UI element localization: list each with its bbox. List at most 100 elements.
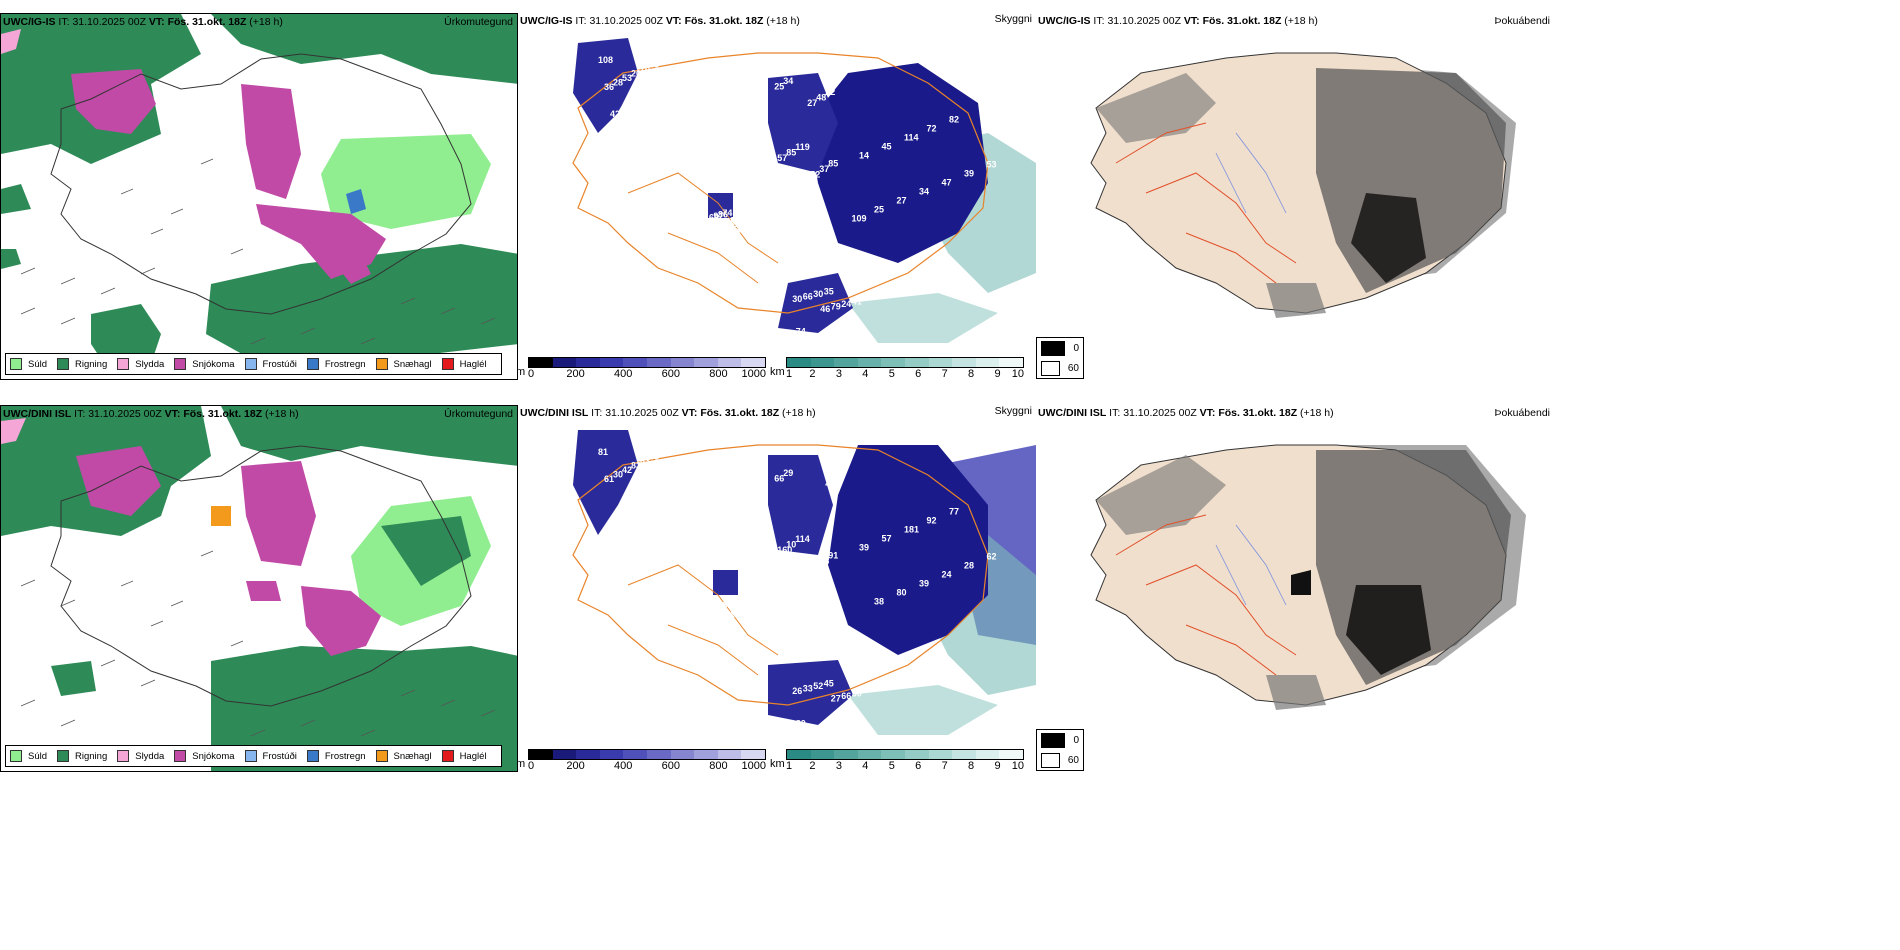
colorbar-tick: 3 xyxy=(835,760,842,772)
cloud-base-label: 31 xyxy=(792,181,802,191)
panel-title-precip-bottom: Úrkomutegund xyxy=(444,408,513,420)
cloud-base-label: 109 xyxy=(852,214,867,224)
colorbar-tick: 2 xyxy=(809,368,816,380)
cloud-base-label: 27 xyxy=(734,606,744,616)
cloud-base-label: 24 xyxy=(942,570,952,580)
colorbar-tick: 0 xyxy=(528,368,535,380)
cloud-base-label: 108 xyxy=(598,55,613,65)
ceiling-colorbar-bottom: 0 200 400 600 800 1000 m xyxy=(518,749,766,772)
cloud-base-label: 83 xyxy=(716,220,726,230)
cloud-base-label: 38 xyxy=(649,452,659,462)
cloud-base-label: 69 xyxy=(709,213,719,223)
cloud-base-label: 86 xyxy=(718,210,728,220)
colorbar-tick: 1 xyxy=(786,368,793,380)
colorbar-tick: 6 xyxy=(915,760,922,772)
legend-item-hagl: Haglél xyxy=(441,358,487,370)
vt-label: VT: xyxy=(148,16,165,28)
cloud-base-label: 48 xyxy=(816,93,826,103)
cloud-base-label: 83 xyxy=(631,461,641,471)
panel-title-fog-bottom: Þokuábendi xyxy=(1494,407,1550,419)
cloud-base-label: 45 xyxy=(882,142,892,152)
cloud-base-label: 42 xyxy=(622,465,632,475)
legend-item-snjokoma: Snjókoma xyxy=(174,358,235,370)
cloud-base-label: 72 xyxy=(927,124,937,134)
cloud-base-label: 59 xyxy=(712,614,722,624)
cloud-map-bottom: 8111477808138109265526316018110084839157… xyxy=(518,405,1036,772)
cloud-base-label: 36 xyxy=(604,82,614,92)
colorbar-tick: 400 xyxy=(614,760,633,772)
cloud-base-label: 10 xyxy=(786,540,796,550)
cloud-base-label: 28 xyxy=(964,561,974,571)
cloud-labels-top: 108 119 82 74 74 45 85 72 95 86 70 57 114 130 97 20 85 45… xyxy=(598,55,997,344)
cloud-base-label: 77 xyxy=(810,562,820,572)
cloud-base-label: 53 xyxy=(622,73,632,83)
cloud-base-label: 47 xyxy=(942,178,952,188)
cloud-base-label: 66 xyxy=(841,691,851,701)
fog-panel-top: UWC/IG-IS IT: 31.10.2025 00Z VT: Fös. 31… xyxy=(1036,13,1554,380)
cloud-base-label: 37 xyxy=(819,164,829,174)
colorbar-tick: 8 xyxy=(968,760,975,772)
fog-legend-bottom: 0 60 xyxy=(1036,729,1084,771)
cloud-base-label: 27 xyxy=(655,479,665,489)
legend-item-sudl: Súld xyxy=(10,358,47,370)
cloud-base-label: 85 xyxy=(786,148,796,158)
colorbar-tick: 3 xyxy=(835,368,842,380)
cloud-base-label: 28 xyxy=(646,91,656,101)
cloud-panel-bottom: 81 114 77 80 81 38 10 92 65 52 63 160 181 100 84 83 91 57… xyxy=(518,405,1036,772)
colorbar-tick: 2 xyxy=(809,760,816,772)
cloud-base-label: 38 xyxy=(874,597,884,607)
cloud-base-label: 63 xyxy=(640,456,650,466)
cloud-base-label: 84 xyxy=(713,603,723,613)
ceiling-colorbar-top: 0 200 400 600 800 1000 m xyxy=(518,357,766,380)
panel-header-top-3: UWC/IG-IS IT: 31.10.2025 00Z VT: Fös. 31… xyxy=(1038,15,1318,27)
cloud-base-label: 80 xyxy=(796,719,806,729)
colorbar-tick: 600 xyxy=(661,368,680,380)
cloud-base-label: 160 xyxy=(777,545,792,555)
fog-legend-top: 0 60 xyxy=(1036,337,1084,379)
cloud-base-label: 51 xyxy=(721,611,731,621)
cloud-base-label: 32 xyxy=(637,96,647,106)
cloud-base-label: 79 xyxy=(831,302,841,312)
cloud-base-label: 82 xyxy=(949,115,959,125)
colorbar-tick: 200 xyxy=(566,368,585,380)
cloud-base-label: 28 xyxy=(792,573,802,583)
cloud-base-label: 52 xyxy=(718,602,728,612)
cloud-base-label: 53 xyxy=(834,334,844,344)
cloud-base-label: 97 xyxy=(713,211,723,221)
colorbar-tick: 800 xyxy=(709,368,728,380)
cloud-base-label: 26 xyxy=(712,222,722,232)
cloud-base-label: 119 xyxy=(795,142,810,152)
cloud-base-label: 114 xyxy=(795,534,810,544)
cloud-base-label: 34 xyxy=(919,187,929,197)
cloud-base-label: 97 xyxy=(646,483,656,493)
precip-type-map-bottom xyxy=(1,406,517,771)
cloud-base-label: 130 xyxy=(845,332,860,342)
cloud-base-label: 81 xyxy=(722,600,732,610)
panel-header-bottom-2: UWC/DINI ISL IT: 31.10.2025 00Z VT: Fös.… xyxy=(520,407,816,419)
legend-item-slydda: Slydda xyxy=(117,358,164,370)
cloud-base-label: 29 xyxy=(783,468,793,478)
cloud-base-label: 57 xyxy=(882,534,892,544)
cloud-base-label: 41 xyxy=(852,297,862,307)
cloud-base-label: 26 xyxy=(792,686,802,696)
colorbar-tick: 4 xyxy=(862,368,869,380)
legend-item-frostudi: Frostúði xyxy=(244,358,297,370)
it-label: IT: xyxy=(58,16,70,28)
cloud-base-label: 58 xyxy=(733,225,743,235)
cloud-base-label: 33 xyxy=(803,684,813,694)
cloud-base-label: 44 xyxy=(709,605,719,615)
cloud-base-label: 34 xyxy=(783,76,793,86)
cloud-base-label: 52 xyxy=(655,87,665,97)
colorbar-tick: 9 xyxy=(994,760,1001,772)
visibility-colorbar-top: 1 2 3 4 5 6 7 8 9 10 km xyxy=(770,357,1024,380)
cloud-base-label: 65 xyxy=(855,721,865,731)
panel-title-cloud: Skyggni xyxy=(994,13,1032,25)
cloud-labels-bottom: 8111477808138109265526316018110084839157… xyxy=(598,447,997,736)
precip-type-panel-bottom: UWC/DINI ISL IT: 31.10.2025 00Z VT: Fös.… xyxy=(0,405,518,772)
cloud-base-label: 39 xyxy=(859,543,869,553)
cloud-base-label: 25 xyxy=(874,205,884,215)
cloud-base-label: 25 xyxy=(774,82,784,92)
cloud-base-label: 30 xyxy=(792,294,802,304)
colorbar-tick: 800 xyxy=(709,760,728,772)
cloud-base-label: 80 xyxy=(897,588,907,598)
